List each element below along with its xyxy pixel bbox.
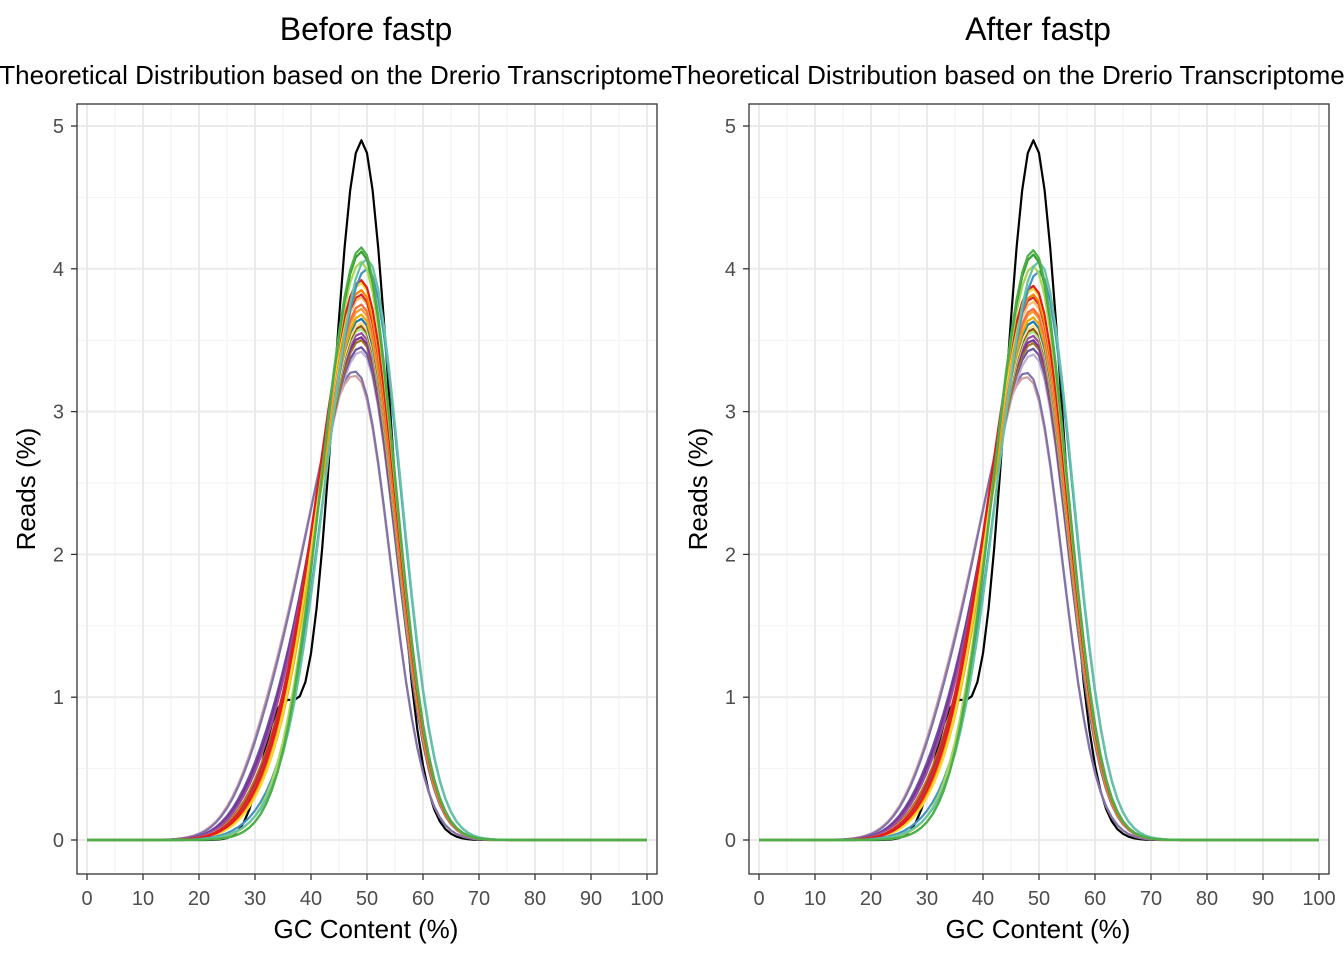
x-tick-label: 50 [356, 888, 378, 910]
x-tick-label: 50 [1028, 888, 1050, 910]
x-tick-label: 40 [972, 888, 994, 910]
y-tick-label: 3 [725, 402, 736, 424]
y-tick-label: 0 [725, 830, 736, 852]
panel-title: After fastp [965, 11, 1111, 47]
x-tick-label: 100 [630, 888, 663, 910]
x-tick-label: 0 [81, 888, 92, 910]
panel-before-fastp: 0 10 20 30 40 50 60 70 80 90 100 0 1 2 3 4 5 Before fast… [0, 11, 673, 944]
x-tick-label: 0 [753, 888, 764, 910]
panel-after-fastp: 0 10 20 30 40 50 60 70 80 90 100 0 1 2 3 4 5 After fastp… [671, 11, 1344, 944]
y-tick-label: 3 [53, 402, 64, 424]
x-tick-label: 30 [244, 888, 266, 910]
x-tick-label: 20 [860, 888, 882, 910]
x-tick-label: 70 [1140, 888, 1162, 910]
x-tick-label: 10 [804, 888, 826, 910]
panel-grid [749, 104, 1329, 874]
y-tick-label: 5 [53, 116, 64, 138]
x-tick-label: 90 [580, 888, 602, 910]
panel-subtitle: Theoretical Distribution based on the Dr… [0, 60, 673, 90]
y-tick-label: 5 [725, 116, 736, 138]
y-tick-label: 1 [725, 687, 736, 709]
y-tick-label: 4 [53, 259, 64, 281]
x-axis-label: GC Content (%) [946, 914, 1131, 944]
x-tick-label: 100 [1302, 888, 1335, 910]
y-axis-label: Reads (%) [683, 428, 713, 551]
axis-ticks: 0 10 20 30 40 50 60 70 80 90 100 0 1 2 3 4 5 [725, 116, 1336, 910]
x-tick-label: 80 [524, 888, 546, 910]
y-tick-label: 0 [53, 830, 64, 852]
x-tick-label: 90 [1252, 888, 1274, 910]
x-tick-label: 70 [468, 888, 490, 910]
x-tick-label: 60 [1084, 888, 1106, 910]
gc-lines [759, 139, 1319, 842]
y-tick-label: 2 [725, 544, 736, 566]
x-tick-label: 40 [300, 888, 322, 910]
x-axis-label: GC Content (%) [274, 914, 459, 944]
panel-subtitle: Theoretical Distribution based on the Dr… [671, 60, 1344, 90]
gc-lines [87, 139, 647, 842]
y-axis-label: Reads (%) [11, 428, 41, 551]
y-tick-label: 4 [725, 259, 736, 281]
x-tick-label: 80 [1196, 888, 1218, 910]
x-tick-label: 10 [132, 888, 154, 910]
panel-grid [77, 104, 657, 874]
x-tick-label: 30 [916, 888, 938, 910]
x-tick-label: 20 [188, 888, 210, 910]
x-tick-label: 60 [412, 888, 434, 910]
axis-ticks: 0 10 20 30 40 50 60 70 80 90 100 0 1 2 3 4 5 [53, 116, 664, 910]
y-tick-label: 1 [53, 687, 64, 709]
sample-gc-line [759, 249, 1319, 842]
sample-gc-line [87, 246, 647, 842]
panel-title: Before fastp [280, 11, 453, 47]
y-tick-label: 2 [53, 544, 64, 566]
